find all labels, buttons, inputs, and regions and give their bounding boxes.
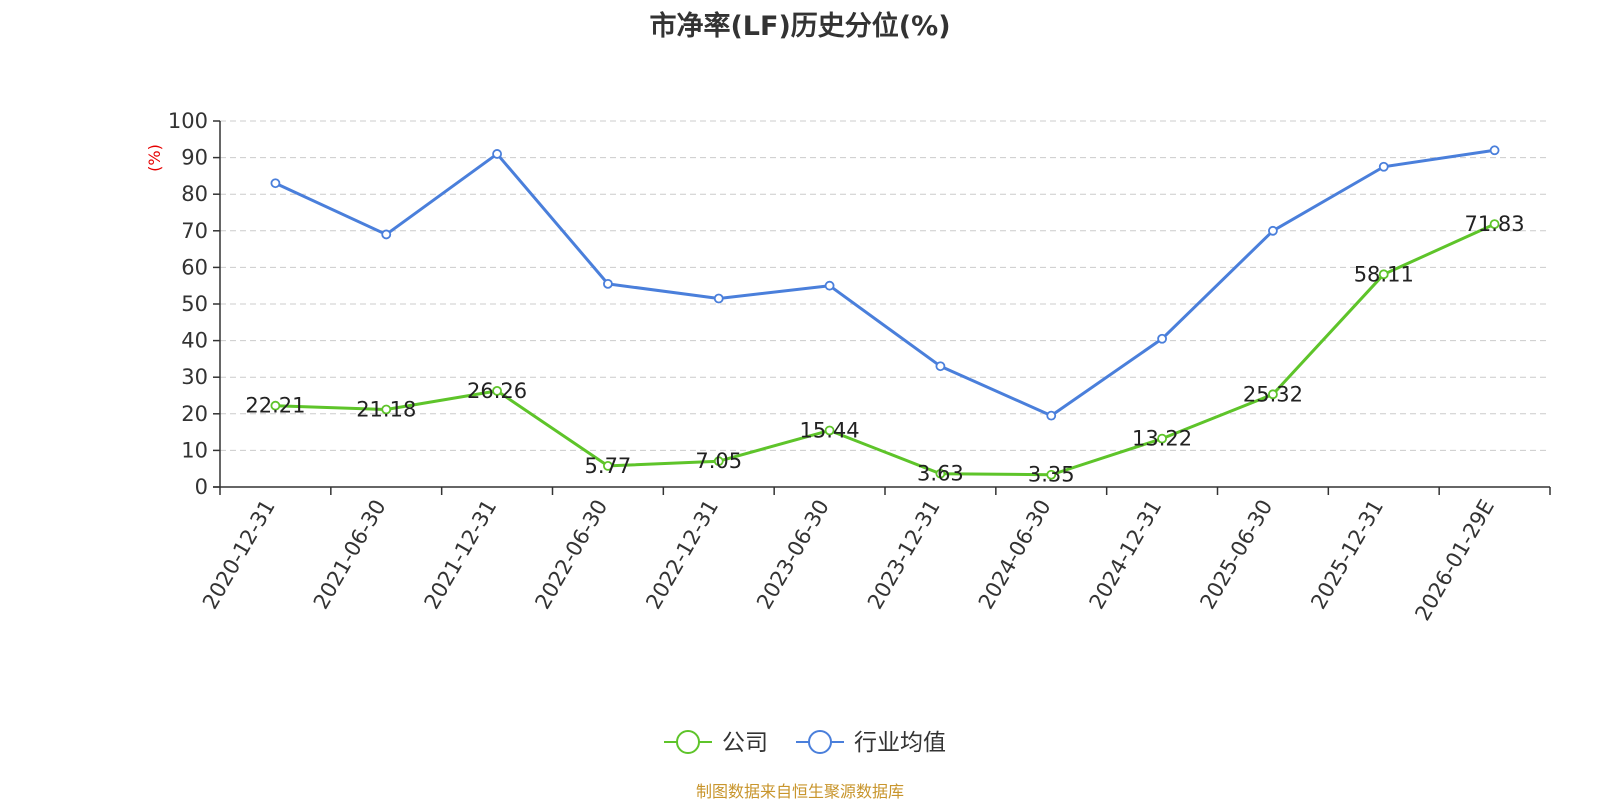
x-tick-label: 2021-06-30 xyxy=(309,496,391,614)
y-tick-label: 30 xyxy=(181,365,208,389)
x-tick-label: 2025-06-30 xyxy=(1195,496,1277,614)
data-point xyxy=(492,149,502,159)
data-point xyxy=(1378,161,1389,172)
legend-label: 行业均值 xyxy=(854,730,946,756)
y-tick-label: 70 xyxy=(181,219,208,243)
y-tick-label: 20 xyxy=(181,402,208,426)
legend-item[interactable]: 公司 xyxy=(664,730,768,756)
legend-marker xyxy=(676,730,700,754)
y-tick-label: 0 xyxy=(195,475,208,499)
data-point xyxy=(824,280,835,291)
x-tick-label: 2024-12-31 xyxy=(1085,496,1167,614)
data-point xyxy=(1268,225,1278,236)
data-label: 58.11 xyxy=(1354,262,1414,286)
data-label: 5.77 xyxy=(585,454,632,478)
data-label: 21.18 xyxy=(356,397,416,421)
data-label: 22.21 xyxy=(245,394,305,418)
data-point xyxy=(1157,333,1167,344)
y-tick-label: 50 xyxy=(181,292,208,316)
data-point xyxy=(1046,410,1057,421)
y-tick-label: 60 xyxy=(181,255,208,279)
data-label: 3.63 xyxy=(917,462,964,486)
legend[interactable]: 公司 行业均值 xyxy=(664,730,946,756)
data-point xyxy=(1046,469,1057,480)
data-point xyxy=(492,385,502,396)
data-label: 26.26 xyxy=(467,379,527,403)
data-point xyxy=(270,178,281,189)
data-point xyxy=(603,460,613,471)
data-labels: 22.21 21.18 26.26 5.77 7.05 15.44 3.63 3.35 13.2… xyxy=(245,212,1524,487)
y-tick-label: 80 xyxy=(181,182,208,206)
axes: 0 10 20 30 40 50 60 70 80 90 100 2020-12-31 2021-06-… xyxy=(168,109,1551,625)
data-point xyxy=(270,400,281,411)
data-point xyxy=(824,425,835,436)
x-tick-label: 2022-06-30 xyxy=(530,496,612,614)
data-label: 71.83 xyxy=(1465,212,1525,236)
data-point xyxy=(713,293,724,304)
data-point xyxy=(1268,389,1278,400)
series-line xyxy=(275,222,1496,477)
data-point xyxy=(381,404,392,415)
x-tick-label: 2023-12-31 xyxy=(863,496,945,614)
chart-title: 市净率(LF)历史分位(%) xyxy=(649,11,951,42)
x-tick-label: 2022-12-31 xyxy=(641,496,723,614)
x-tick-label: 2023-06-30 xyxy=(752,496,834,614)
data-label: 15.44 xyxy=(800,418,860,442)
grid-lines xyxy=(220,120,1550,451)
data-point xyxy=(1378,269,1389,280)
x-tick-label: 2026-01-29E xyxy=(1410,496,1498,625)
y-tick-label: 10 xyxy=(181,438,208,462)
x-tick-label: 2024-06-30 xyxy=(974,496,1056,614)
series-line xyxy=(274,148,1495,418)
series-layer xyxy=(270,145,1500,480)
data-point xyxy=(1157,433,1167,444)
x-tick-label: 2021-12-31 xyxy=(420,496,502,614)
x-tick-label: 2025-12-31 xyxy=(1306,496,1388,614)
y-axis-label: (%) xyxy=(145,144,164,172)
data-point xyxy=(1489,219,1500,230)
data-label: 7.05 xyxy=(695,449,742,473)
legend-label: 公司 xyxy=(722,730,768,756)
x-tick-label: 2020-12-31 xyxy=(198,496,280,614)
y-tick-label: 40 xyxy=(181,329,208,353)
y-tick-label: 100 xyxy=(168,109,208,133)
data-point xyxy=(935,468,946,479)
data-label: 13.22 xyxy=(1132,427,1192,451)
data-label: 25.32 xyxy=(1243,382,1303,406)
data-point xyxy=(381,229,392,240)
legend-marker xyxy=(808,730,832,754)
legend-item[interactable]: 行业均值 xyxy=(796,730,946,756)
data-point xyxy=(713,456,724,467)
data-label: 3.35 xyxy=(1028,463,1075,487)
data-point xyxy=(603,278,613,289)
source-note: 制图数据来自恒生聚源数据库 xyxy=(695,782,904,801)
data-point xyxy=(1489,145,1500,156)
y-tick-label: 90 xyxy=(181,146,208,170)
data-point xyxy=(935,361,946,372)
